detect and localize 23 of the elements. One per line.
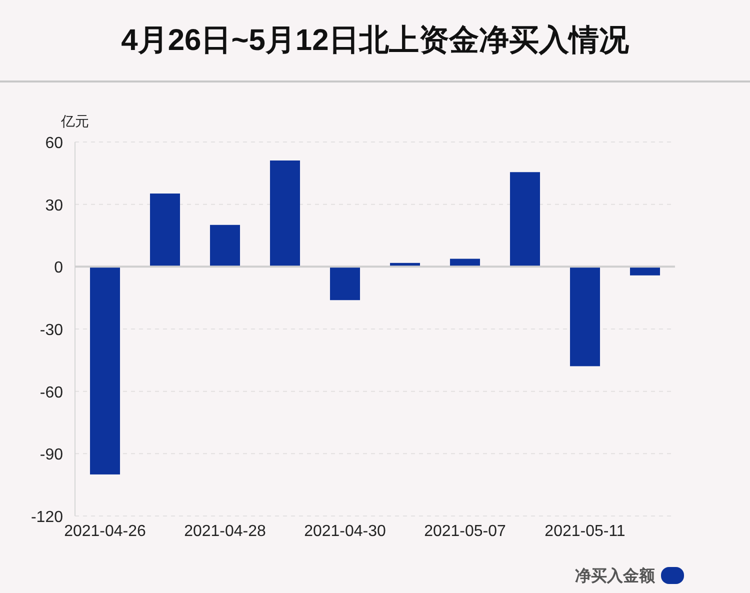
- bar: [570, 266, 600, 366]
- y-tick-label: -60: [40, 384, 64, 402]
- x-tick-label: 2021-05-11: [544, 523, 626, 540]
- bar: [150, 194, 180, 267]
- x-tick-label: 2021-04-26: [64, 523, 146, 540]
- x-tick-label: 2021-05-07: [424, 523, 506, 540]
- bar: [630, 266, 660, 276]
- y-tick-label: 0: [54, 260, 64, 277]
- bar: [510, 172, 540, 267]
- x-tick-label: 2021-04-30: [304, 523, 386, 540]
- x-tick-label: 2021-04-28: [184, 523, 266, 540]
- legend-label: 净买入金额: [575, 567, 656, 585]
- y-tick-label: -90: [40, 446, 64, 464]
- y-tick-label: 60: [45, 135, 64, 152]
- bar: [210, 224, 240, 267]
- bar: [330, 266, 360, 300]
- bar: [270, 160, 300, 267]
- bar: [90, 266, 120, 474]
- y-axis-title: 亿元: [60, 113, 89, 129]
- y-tick-label: -120: [30, 509, 64, 526]
- y-tick-label: 30: [45, 197, 64, 214]
- y-tick-label: -30: [40, 322, 64, 339]
- chart-title: 4月26日~5月12日北上资金净买入情况: [121, 24, 630, 57]
